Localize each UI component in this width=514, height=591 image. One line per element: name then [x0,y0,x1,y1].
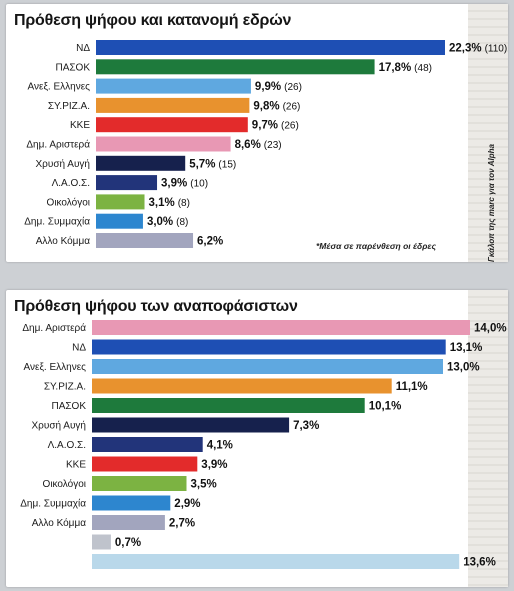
bar [92,515,165,530]
bar [92,320,470,335]
category-label: Ανεξ. Ελληνες [24,362,87,373]
bar [96,117,248,133]
bar [96,97,250,113]
value-label: 14,0% [474,323,507,335]
value-label: 3,0% (8) [147,216,188,228]
value-label: 3,9% [201,459,227,471]
value-label: 4,1% [207,440,233,452]
bar [92,398,365,413]
value-label: 2,9% [174,498,200,510]
value-label: 13,1% [450,342,483,354]
value-label: 3,1% (8) [149,197,190,209]
bar [96,213,143,229]
bar [92,476,187,491]
value-label: 13,6% [463,557,496,569]
category-label: ΚΚΕ [70,120,90,131]
value-label: 11,1% [396,381,428,393]
bar [96,194,145,210]
category-label: Αλλο Κόμμα [36,235,90,247]
value-label: 22,3% (110) [449,43,507,55]
background-text-strip [468,4,508,262]
category-label: ΠΑΣΟΚ [51,401,86,412]
seat-label: (15) [218,159,236,170]
source-note: Γκάλοπ της marc για τον Alpha [487,144,496,262]
bar [92,554,460,569]
category-label: Οικολόγοι [43,478,86,490]
bar [92,495,171,511]
category-label: Δημ. Συμμαχία [24,216,90,228]
chart-panel-seats: Πρόθεση ψήφου και κατανομή εδρών ΝΔ 22,3%… [6,4,508,262]
bar [96,40,445,55]
bar [92,417,290,433]
category-label: Χρυσή Αυγή [36,158,91,170]
category-label: Δημ. Συμμαχία [20,498,86,510]
category-label: Ανεξ. Ελληνες [28,82,91,93]
value-label: 9,8% (26) [253,100,300,112]
category-label: ΠΑΣΟΚ [55,62,90,73]
value-label: 7,3% [293,420,319,432]
category-label: ΣΥ.ΡΙΖ.Α. [48,101,90,112]
seat-label: (110) [485,44,508,55]
bar [96,59,375,75]
category-label: Αλλο Κόμμα [32,517,86,529]
value-label: 3,9% (10) [161,178,208,190]
chart-panel-undecided: Πρόθεση ψήφου των αναποφάσιστων Δημ. Αρι… [6,290,508,587]
value-label: 6,2% [197,236,223,248]
chart-title: Πρόθεση ψήφου και κατανομή εδρών [14,12,292,29]
category-label: ΝΔ [72,343,86,354]
background-text-strip [468,290,508,587]
seat-label: (48) [414,63,432,74]
category-label: Οικολόγοι [47,196,90,208]
bar [96,175,158,191]
category-label: Λ.Α.Ο.Σ. [52,178,90,189]
value-label: 9,9% (26) [255,81,302,93]
bar [96,136,231,152]
category-label: Δημ. Αριστερά [22,322,86,334]
value-label: 9,7% (26) [252,120,299,132]
bar [92,378,392,394]
value-label: 2,7% [169,518,195,530]
bar [96,155,186,171]
bar [92,534,111,550]
seat-label: (26) [281,121,299,132]
category-label: Λ.Α.Ο.Σ. [48,440,86,451]
bar [96,78,251,94]
value-label: 0,7% [115,537,141,549]
bar [92,339,446,355]
chart-title: Πρόθεση ψήφου των αναποφάσιστων [14,298,298,315]
value-label: 8,6% (23) [235,139,282,151]
seat-label: (10) [190,179,208,190]
bar [92,456,198,472]
value-label: 17,8% (48) [379,62,432,74]
seat-label: (26) [283,101,301,112]
value-label: 10,1% [369,401,402,413]
category-label: ΚΚΕ [66,460,86,471]
seats-footnote: *Μέσα σε παρένθεση οι έδρες [316,241,436,251]
value-label: 5,7% (15) [189,158,236,170]
seat-label: (8) [178,198,190,209]
bar-chart-seats: ΝΔ 22,3% (110) ΠΑΣΟΚ 17,8% (48) Ανεξ. Ελληνες 9… [24,40,507,248]
bar [92,359,443,374]
category-label: ΝΔ [76,43,90,54]
seat-label: (8) [176,217,188,228]
category-label: Δημ. Αριστερά [26,139,90,151]
category-label: Χρυσή Αυγή [32,420,87,432]
bar [96,233,194,248]
value-label: 3,5% [191,479,217,491]
bar [92,437,203,452]
seat-label: (23) [264,140,282,151]
value-label: 13,0% [447,362,480,374]
category-label: ΣΥ.ΡΙΖ.Α. [44,382,86,393]
seat-label: (26) [284,82,302,93]
bar-chart-undecided: Δημ. Αριστερά 14,0% ΝΔ 13,1% Ανεξ. Ελληνες 13… [20,320,507,569]
